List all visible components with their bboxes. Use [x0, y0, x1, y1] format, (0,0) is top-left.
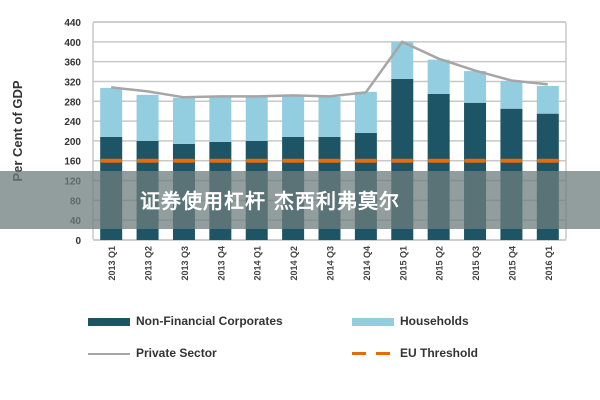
bar-households	[500, 80, 523, 109]
x-tick-label: 2014 Q1	[253, 246, 263, 281]
x-tick-label: 2013 Q1	[107, 246, 117, 281]
bar-households	[245, 96, 268, 141]
legend-label: Households	[400, 314, 469, 328]
x-tick-label: 2014 Q3	[326, 246, 336, 281]
x-tick-label: 2013 Q3	[180, 246, 190, 281]
y-tick-label: 440	[64, 18, 81, 29]
x-tick-label: 2016 Q1	[544, 246, 554, 281]
y-tick-label: 0	[75, 236, 81, 247]
y-axis-title: Per Cent of GDP	[10, 80, 25, 181]
y-tick-label: 240	[64, 117, 81, 128]
bar-households	[172, 97, 195, 144]
bar-households	[536, 85, 559, 114]
y-tick-label: 160	[64, 157, 81, 168]
bar-households	[100, 87, 123, 137]
legend-swatch	[88, 317, 130, 326]
legend-private-sector: Private Sector	[88, 346, 217, 360]
bar-households	[282, 95, 305, 137]
bar-households	[427, 59, 450, 94]
bar-households	[464, 71, 487, 103]
x-tick-label: 2013 Q2	[144, 246, 154, 281]
legend-non-financial-corporates: Non-Financial Corporates	[88, 314, 283, 328]
y-tick-label: 400	[64, 38, 81, 49]
y-tick-label: 280	[64, 97, 81, 108]
x-tick-label: 2015 Q2	[435, 246, 445, 281]
legend-swatch	[352, 352, 394, 356]
bar-households	[136, 94, 159, 141]
bar-households	[354, 91, 377, 133]
bar-households	[391, 41, 414, 79]
legend-swatch	[352, 317, 394, 326]
legend-eu-threshold: EU Threshold	[352, 346, 478, 360]
line-private-sector	[111, 40, 548, 99]
y-tick-label: 320	[64, 77, 81, 88]
legend-label: Non-Financial Corporates	[136, 314, 283, 328]
x-tick-label: 2015 Q1	[398, 246, 408, 281]
overlay-banner: 证券使用杠杆 杰西利弗莫尔	[0, 171, 600, 229]
legend-label: EU Threshold	[400, 346, 479, 360]
legend-households: Households	[352, 314, 469, 328]
legend-swatch	[88, 352, 130, 355]
bar-households	[318, 96, 341, 137]
x-tick-label: 2013 Q4	[216, 246, 226, 281]
x-tick-label: 2014 Q2	[289, 246, 299, 281]
legend-label: Private Sector	[136, 346, 217, 360]
x-tick-label: 2015 Q4	[507, 246, 517, 281]
y-tick-label: 360	[64, 58, 81, 69]
y-tick-label: 200	[64, 137, 81, 148]
banner-text: 证券使用杠杆 杰西利弗莫尔	[140, 189, 400, 213]
x-tick-label: 2014 Q4	[362, 246, 372, 281]
x-tick-label: 2015 Q3	[471, 246, 481, 281]
bar-households	[209, 96, 232, 142]
